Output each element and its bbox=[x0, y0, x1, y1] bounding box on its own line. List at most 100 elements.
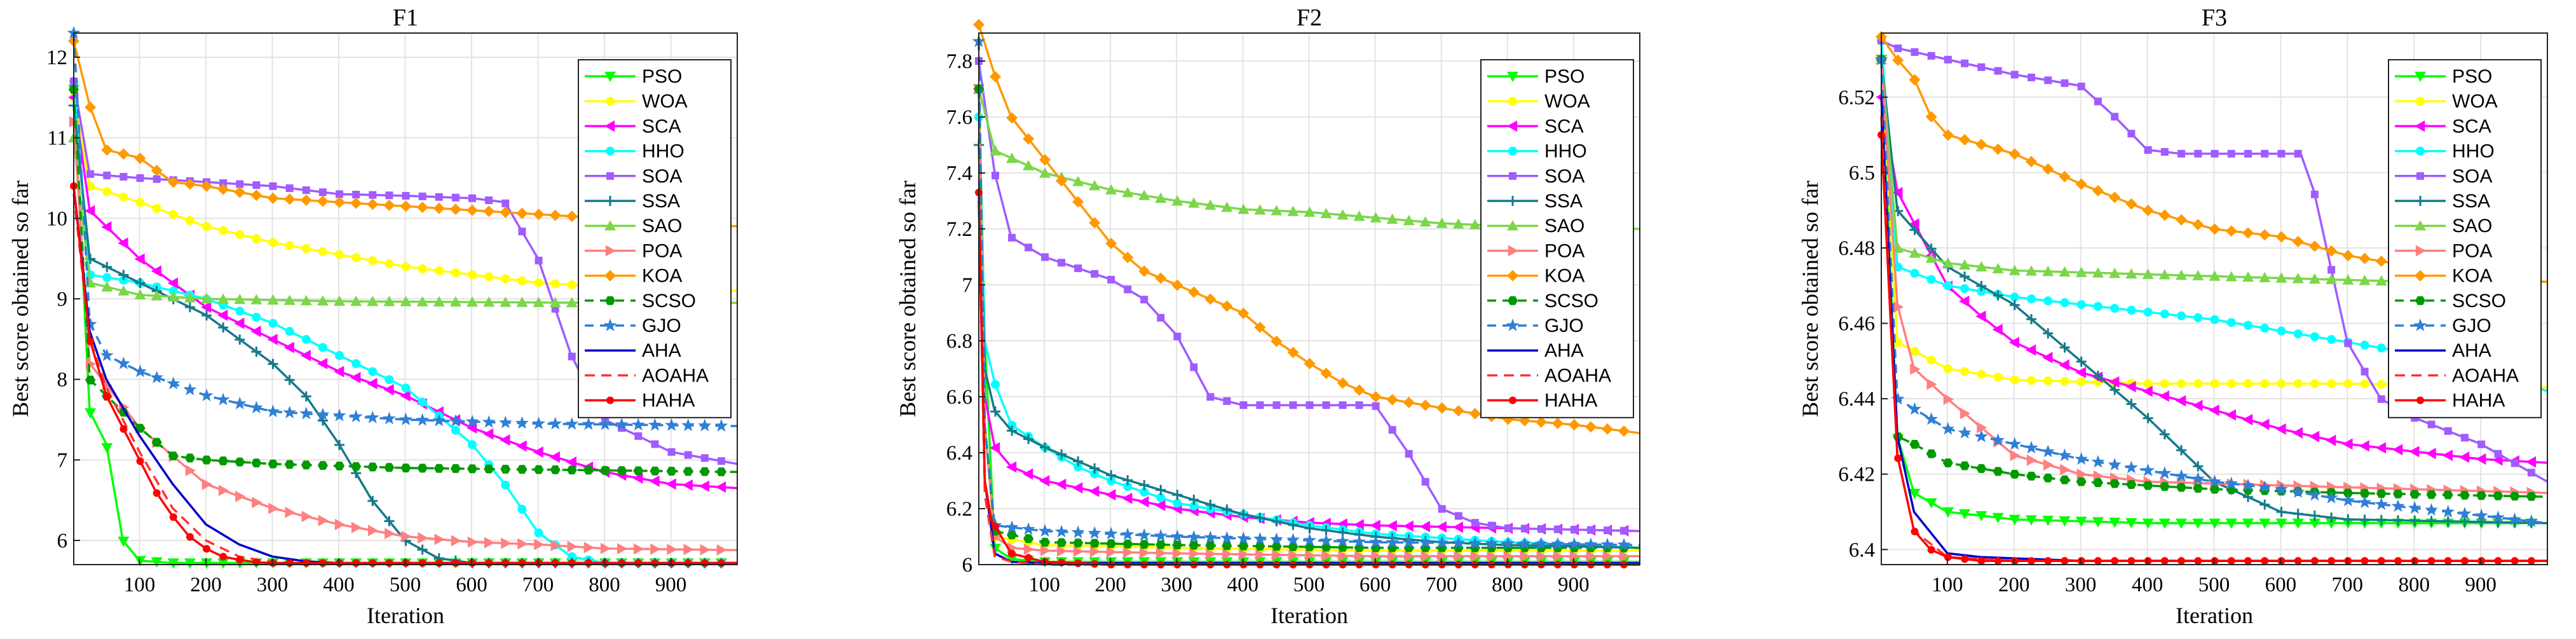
marker-poa bbox=[1123, 546, 1134, 558]
marker-gjo bbox=[2208, 474, 2221, 488]
y-tick-label: 6.2 bbox=[946, 498, 972, 521]
marker-sca bbox=[2242, 414, 2253, 426]
marker-sca bbox=[367, 378, 378, 390]
marker-gjo bbox=[1203, 530, 1217, 544]
marker-gjo bbox=[1534, 537, 1548, 550]
marker-koa bbox=[217, 183, 229, 195]
marker-soa bbox=[1239, 401, 1248, 409]
marker-poa bbox=[1893, 301, 1904, 313]
marker-pso bbox=[118, 537, 130, 547]
legend-item-koa: KOA bbox=[585, 266, 682, 287]
marker-pso bbox=[2092, 517, 2104, 528]
legend-marker-soa bbox=[2416, 172, 2424, 180]
marker-haha bbox=[136, 457, 144, 465]
legend-marker-pso bbox=[1507, 71, 1518, 82]
marker-gjo bbox=[100, 348, 114, 362]
marker-scso bbox=[2426, 490, 2437, 499]
marker-woa bbox=[1960, 367, 1970, 376]
legend-label: SCA bbox=[2452, 116, 2491, 137]
marker-soa bbox=[1504, 524, 1512, 532]
marker-soa bbox=[2361, 368, 2369, 376]
marker-poa bbox=[1040, 545, 1051, 557]
marker-scso bbox=[1007, 530, 1018, 540]
series-koa bbox=[973, 18, 1640, 437]
marker-poa bbox=[1470, 550, 1481, 562]
marker-soa bbox=[2427, 420, 2436, 429]
legend-item-poa: POA bbox=[585, 240, 682, 261]
marker-scso bbox=[2443, 490, 2453, 500]
legend-marker-hho bbox=[606, 146, 615, 156]
marker-scso bbox=[683, 467, 693, 476]
marker-gjo bbox=[266, 404, 280, 418]
marker-gjo bbox=[1104, 526, 1118, 540]
marker-woa bbox=[1910, 347, 1919, 356]
marker-pso bbox=[2042, 516, 2054, 526]
marker-koa bbox=[201, 180, 213, 192]
marker-haha bbox=[535, 559, 543, 567]
y-tick-label: 6 bbox=[962, 554, 973, 577]
legend-item-haha: HAHA bbox=[1487, 390, 1597, 411]
marker-sca bbox=[2292, 427, 2303, 439]
marker-gjo bbox=[1253, 532, 1267, 545]
marker-hho bbox=[2376, 343, 2386, 353]
marker-haha bbox=[2111, 557, 2119, 565]
marker-hho bbox=[2260, 324, 2270, 333]
legend-marker-ssa bbox=[605, 196, 615, 206]
marker-woa bbox=[567, 280, 576, 289]
marker-poa bbox=[683, 544, 694, 556]
marker-poa bbox=[550, 539, 561, 551]
marker-gjo bbox=[2391, 499, 2405, 512]
marker-gjo bbox=[2441, 505, 2455, 518]
marker-poa bbox=[2043, 459, 2054, 471]
marker-haha bbox=[2527, 557, 2535, 565]
marker-gjo bbox=[2291, 485, 2305, 498]
marker-hho bbox=[2127, 305, 2136, 315]
marker-ssa bbox=[1073, 456, 1084, 467]
marker-poa bbox=[1140, 547, 1150, 559]
marker-poa bbox=[218, 484, 229, 497]
marker-sca bbox=[217, 309, 228, 321]
marker-soa bbox=[485, 196, 493, 204]
marker-hho bbox=[2327, 334, 2336, 344]
marker-scso bbox=[2526, 491, 2537, 501]
legend-item-sao: SAO bbox=[585, 216, 682, 237]
series-group bbox=[67, 26, 738, 569]
marker-koa bbox=[334, 196, 346, 209]
marker-gjo bbox=[1369, 535, 1383, 548]
marker-sao bbox=[1386, 213, 1398, 224]
marker-gjo bbox=[2024, 441, 2038, 454]
legend-label: PSO bbox=[642, 66, 682, 87]
marker-poa bbox=[268, 502, 279, 514]
marker-ssa bbox=[2143, 413, 2153, 423]
legend-label: POA bbox=[1544, 240, 1584, 261]
legend-marker-gjo bbox=[603, 319, 617, 331]
marker-ssa bbox=[268, 359, 278, 369]
marker-woa bbox=[202, 222, 212, 231]
marker-woa bbox=[2060, 376, 2069, 386]
marker-gjo bbox=[1518, 537, 1532, 550]
y-tick-label: 7.2 bbox=[946, 218, 972, 241]
marker-scso bbox=[1976, 464, 1987, 473]
marker-poa bbox=[185, 465, 196, 477]
marker-koa bbox=[1287, 347, 1299, 359]
marker-sca bbox=[1959, 295, 1970, 307]
marker-haha bbox=[2061, 557, 2069, 565]
marker-hho bbox=[119, 275, 128, 285]
marker-sao bbox=[1992, 263, 2004, 273]
x-tick-label: 600 bbox=[1360, 574, 1391, 596]
marker-koa bbox=[467, 204, 479, 216]
marker-sca bbox=[699, 480, 709, 492]
marker-scso bbox=[1139, 540, 1150, 549]
marker-koa bbox=[1892, 54, 1904, 66]
marker-ssa bbox=[184, 302, 195, 313]
marker-soa bbox=[385, 191, 393, 200]
marker-woa bbox=[385, 259, 394, 268]
marker-sao bbox=[2158, 269, 2171, 280]
legend-label: HAHA bbox=[2452, 390, 2505, 411]
marker-haha bbox=[651, 559, 659, 567]
marker-sao bbox=[184, 292, 196, 303]
marker-soa bbox=[418, 192, 426, 200]
marker-scso bbox=[2159, 482, 2170, 491]
marker-haha bbox=[2310, 557, 2319, 565]
marker-soa bbox=[1894, 44, 1902, 52]
